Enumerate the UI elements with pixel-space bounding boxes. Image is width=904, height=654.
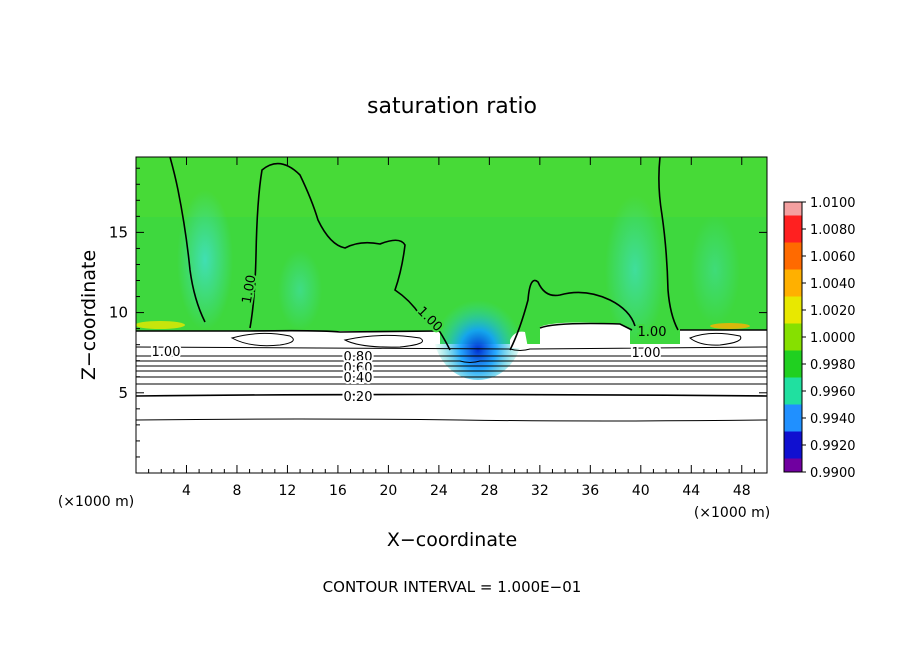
heatmap-cyan-blob bbox=[690, 215, 740, 325]
heatmap-yellow-streak bbox=[136, 321, 185, 329]
x-tick-label: 24 bbox=[430, 483, 448, 499]
x-tick-label: 4 bbox=[182, 483, 191, 499]
contour-0.90 bbox=[136, 346, 767, 351]
contour-1.00-left bbox=[169, 157, 206, 323]
contour-interval-note: CONTOUR INTERVAL = 1.000E−01 bbox=[323, 578, 582, 596]
heatmap-cyan-blob bbox=[605, 195, 665, 345]
y-axis: 5 10 15 bbox=[109, 167, 767, 458]
colorbar-label: 1.0080 bbox=[810, 223, 856, 238]
colorbar-swatch bbox=[784, 202, 802, 216]
heatmap-white-patch bbox=[540, 322, 630, 344]
colorbar-swatch bbox=[784, 337, 802, 351]
x-axis: 4 8 12 16 20 24 28 32 36 40 44 48 bbox=[148, 157, 755, 499]
colorbar-swatch bbox=[784, 269, 802, 283]
y-tick-label: 10 bbox=[109, 304, 128, 322]
x-tick-label: 8 bbox=[232, 483, 241, 499]
contour-label: 1.00 bbox=[152, 345, 181, 360]
colorbar-swatch bbox=[784, 323, 802, 337]
x-tick-label: 32 bbox=[531, 483, 549, 499]
colorbar-label: 1.0020 bbox=[810, 304, 856, 319]
x-tick-label: 40 bbox=[632, 483, 650, 499]
colorbar-label: 1.0040 bbox=[810, 277, 856, 292]
colorbar-swatch bbox=[784, 256, 802, 270]
contour-cloud-base-right bbox=[539, 322, 767, 331]
contour-label: 0.20 bbox=[344, 390, 373, 405]
heatmap-white-patch bbox=[510, 331, 528, 348]
x-tick-label: 16 bbox=[329, 483, 347, 499]
colorbar-swatch bbox=[784, 310, 802, 324]
colorbar-swatch bbox=[784, 364, 802, 378]
y-tick-label: 5 bbox=[118, 384, 128, 402]
heatmap-white-patch bbox=[136, 331, 440, 344]
heatmap-upper-tint bbox=[136, 157, 767, 217]
contour-0.10 bbox=[136, 418, 767, 422]
contour-label: 0.40 bbox=[344, 371, 373, 386]
x-tick-label: 36 bbox=[581, 483, 599, 499]
contour-label: 0.60 bbox=[344, 361, 373, 376]
colorbar-swatch bbox=[784, 458, 802, 472]
contour-cloud-base bbox=[136, 329, 441, 333]
colorbar-label: 1.0000 bbox=[810, 331, 856, 346]
contour-0.70 bbox=[136, 360, 767, 363]
contour-lines bbox=[136, 157, 767, 422]
x-axis-label: X−coordinate bbox=[387, 529, 517, 551]
colorbar-label: 0.9940 bbox=[810, 412, 856, 427]
x-tick-label: 20 bbox=[379, 483, 397, 499]
colorbar-swatch bbox=[784, 418, 802, 432]
contour-label: 1.00 bbox=[638, 325, 667, 340]
heatmap-cyan-blob bbox=[177, 190, 233, 330]
colorbar-swatch bbox=[784, 404, 802, 418]
heatmap-white-patch bbox=[680, 330, 767, 344]
colorbar-label: 0.9900 bbox=[810, 466, 856, 481]
contour-label: 1.00 bbox=[632, 346, 661, 361]
colorbar-swatch bbox=[784, 296, 802, 310]
y-axis-label: Z−coordinate bbox=[78, 250, 100, 380]
heatmap-cyan-blob bbox=[278, 250, 322, 330]
colorbar-label: 1.0100 bbox=[810, 196, 856, 211]
colorbar-label: 1.0060 bbox=[810, 250, 856, 265]
contour-cloud-loop bbox=[343, 334, 423, 348]
y-axis-unit-label: (×1000 m) bbox=[694, 505, 770, 521]
contour-0.20 bbox=[136, 393, 767, 397]
plot-area: 1.00 1.00 1.00 1.00 1.00 0.80 0.60 0.40 … bbox=[136, 157, 767, 473]
colorbar-swatch bbox=[784, 215, 802, 229]
colorbar-label: 0.9960 bbox=[810, 385, 856, 400]
x-tick-label: 28 bbox=[480, 483, 498, 499]
x-axis-unit-label: (×1000 m) bbox=[58, 494, 134, 510]
colorbar-swatch bbox=[784, 431, 802, 445]
colorbar-swatch bbox=[784, 445, 802, 459]
contour-label: 1.00 bbox=[240, 274, 260, 305]
colorbar-swatch bbox=[784, 350, 802, 364]
x-tick-label: 48 bbox=[733, 483, 751, 499]
heatmap-blue-core bbox=[433, 280, 523, 380]
contour-cloud-loop bbox=[689, 332, 742, 346]
contour-1.00-mid bbox=[509, 279, 636, 351]
contour-label: 0.80 bbox=[344, 350, 373, 365]
colorbar-swatch bbox=[784, 283, 802, 297]
contour-1.00-right bbox=[658, 157, 679, 331]
colorbar-label: 0.9920 bbox=[810, 439, 856, 454]
colorbar-label: 0.9980 bbox=[810, 358, 856, 373]
contour-1.00-plume bbox=[249, 162, 451, 351]
colorbar-swatch bbox=[784, 229, 802, 243]
chart-title: saturation ratio bbox=[367, 94, 537, 119]
y-tick-label: 15 bbox=[109, 223, 128, 241]
contour-cloud-loop bbox=[230, 332, 294, 347]
colorbar-swatch bbox=[784, 242, 802, 256]
heatmap-yellow-streak bbox=[710, 323, 750, 329]
x-tick-label: 12 bbox=[279, 483, 297, 499]
colorbar-swatch bbox=[784, 391, 802, 405]
colorbar: 1.0100 1.0080 1.0060 1.0040 1.0020 1.0000 0.99… bbox=[783, 196, 856, 481]
colorbar-swatch bbox=[784, 377, 802, 391]
x-tick-label: 44 bbox=[682, 483, 700, 499]
